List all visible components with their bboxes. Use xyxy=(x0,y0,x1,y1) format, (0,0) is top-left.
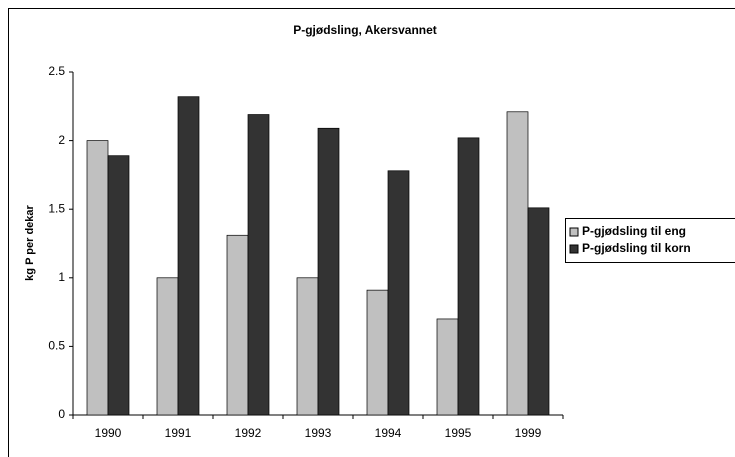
x-tick-label: 1994 xyxy=(375,426,402,440)
y-tick-label: 0.5 xyxy=(48,339,65,353)
y-tick-label: 1.5 xyxy=(48,201,65,215)
bar xyxy=(156,277,179,416)
bar xyxy=(317,127,340,416)
x-tick-label: 1992 xyxy=(235,426,262,440)
bar xyxy=(107,155,130,416)
bar xyxy=(457,137,480,416)
bar xyxy=(296,277,319,416)
chart-title: P-gjødsling, Akersvannet xyxy=(293,23,437,37)
x-tick-label: 1999 xyxy=(515,426,542,440)
y-axis-label: kg P per dekar xyxy=(24,204,36,280)
y-tick-label: 2.5 xyxy=(48,64,65,78)
legend-label: P-gjødsling til korn xyxy=(582,241,691,255)
x-tick-label: 1993 xyxy=(305,426,332,440)
bar xyxy=(436,318,459,416)
y-tick-label: 2 xyxy=(58,133,65,147)
bar xyxy=(177,96,200,416)
bar xyxy=(86,140,109,416)
bar xyxy=(506,111,529,416)
legend-swatch xyxy=(569,244,579,254)
y-tick-label: 1 xyxy=(58,270,65,284)
x-tick-label: 1991 xyxy=(165,426,192,440)
x-tick-label: 1995 xyxy=(445,426,472,440)
bar xyxy=(527,207,550,416)
y-tick-label: 0 xyxy=(58,407,65,421)
bar xyxy=(226,234,249,416)
bar xyxy=(366,289,389,416)
legend-swatch xyxy=(569,227,579,237)
legend-label: P-gjødsling til eng xyxy=(582,224,686,238)
x-tick-label: 1990 xyxy=(95,426,122,440)
legend-box xyxy=(565,218,735,263)
bar xyxy=(387,170,410,416)
bar xyxy=(247,114,270,416)
